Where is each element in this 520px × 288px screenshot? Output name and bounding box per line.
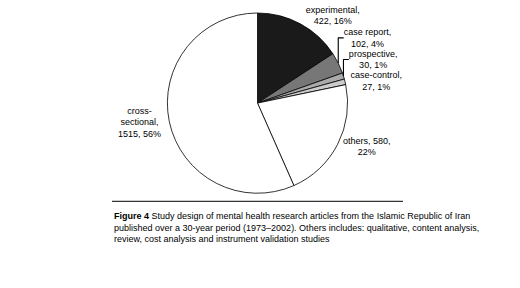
svg-text:Figure 4 Study design of menta: Figure 4 Study design of mental health r… [114, 211, 479, 244]
svg-text:case-control,27, 1%: case-control,27, 1% [350, 70, 402, 92]
svg-text:others, 580,22%: others, 580,22% [343, 136, 391, 158]
svg-text:prospective,30, 1%: prospective,30, 1% [349, 49, 398, 71]
svg-text:case report,102, 4%: case report,102, 4% [344, 27, 392, 49]
svg-text:cross-sectional,1515, 56%: cross-sectional,1515, 56% [118, 106, 161, 139]
svg-text:experimental,422, 16%: experimental,422, 16% [306, 5, 360, 27]
